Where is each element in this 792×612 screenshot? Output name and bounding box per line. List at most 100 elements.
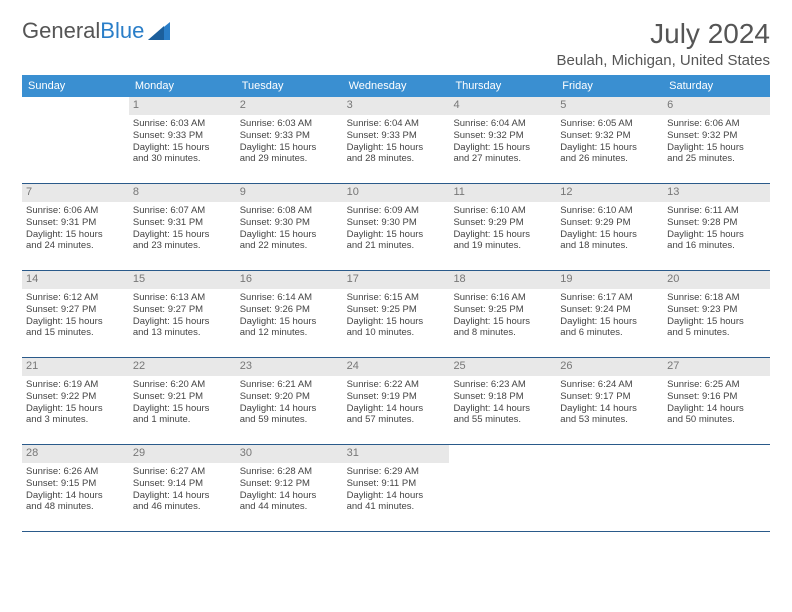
day-number: 1	[129, 97, 236, 115]
day-cell: 22 Sunrise: 6:20 AMSunset: 9:21 PMDayligh…	[129, 358, 236, 444]
day-line: Sunset: 9:26 PM	[240, 304, 339, 316]
day-cell: 31Sunrise: 6:29 AMSunset: 9:11 PMDayligh…	[343, 445, 450, 531]
day-line: Sunset: 9:32 PM	[667, 130, 766, 142]
day-cell: 18Sunrise: 6:16 AMSunset: 9:25 PMDayligh…	[449, 271, 556, 357]
day-line: Daylight: 15 hours	[347, 316, 446, 328]
brand-logo: GeneralBlue	[22, 18, 170, 44]
day-line: Daylight: 15 hours	[347, 229, 446, 241]
day-number: 14	[22, 271, 129, 289]
day-number: 23	[236, 358, 343, 376]
day-cell: 8Sunrise: 6:07 AMSunset: 9:31 PMDaylight…	[129, 184, 236, 270]
day-cell: 21Sunrise: 6:19 AMSunset: 9:22 PMDayligh…	[22, 358, 129, 444]
day-line: Daylight: 15 hours	[667, 229, 766, 241]
day-line: and 22 minutes.	[240, 240, 339, 252]
day-line: Sunrise: 6:21 AM	[240, 379, 339, 391]
day-line: Daylight: 15 hours	[667, 316, 766, 328]
day-line: Daylight: 15 hours	[133, 403, 232, 415]
day-line: and 8 minutes.	[453, 327, 552, 339]
day-line: and 46 minutes.	[133, 501, 232, 513]
day-cell: 29Sunrise: 6:27 AMSunset: 9:14 PMDayligh…	[129, 445, 236, 531]
day-line: Sunrise: 6:25 AM	[667, 379, 766, 391]
day-line: Daylight: 15 hours	[347, 142, 446, 154]
sail-icon	[148, 22, 170, 40]
week-row: 7Sunrise: 6:06 AMSunset: 9:31 PMDaylight…	[22, 184, 770, 271]
day-number: 7	[22, 184, 129, 202]
day-line: Sunrise: 6:03 AM	[240, 118, 339, 130]
month-title: July 2024	[557, 18, 770, 50]
day-cell: 26Sunrise: 6:24 AMSunset: 9:17 PMDayligh…	[556, 358, 663, 444]
title-block: July 2024 Beulah, Michigan, United State…	[557, 18, 770, 69]
day-line: and 6 minutes.	[560, 327, 659, 339]
day-number: 27	[663, 358, 770, 376]
day-number: 21	[22, 358, 129, 376]
day-line: Sunrise: 6:12 AM	[26, 292, 125, 304]
day-line: Sunrise: 6:27 AM	[133, 466, 232, 478]
day-line: and 30 minutes.	[133, 153, 232, 165]
day-line: Sunrise: 6:11 AM	[667, 205, 766, 217]
day-line: and 18 minutes.	[560, 240, 659, 252]
day-cell: 20Sunrise: 6:18 AMSunset: 9:23 PMDayligh…	[663, 271, 770, 357]
week-row: 28Sunrise: 6:26 AMSunset: 9:15 PMDayligh…	[22, 445, 770, 532]
day-line: Daylight: 15 hours	[240, 229, 339, 241]
day-line: Sunset: 9:21 PM	[133, 391, 232, 403]
day-line: Sunset: 9:33 PM	[240, 130, 339, 142]
day-number: 24	[343, 358, 450, 376]
day-line: and 12 minutes.	[240, 327, 339, 339]
day-number: 30	[236, 445, 343, 463]
week-row: 1 Sunrise: 6:03 AMSunset: 9:33 PM Daylight…	[22, 97, 770, 184]
day-line: Sunset: 9:29 PM	[560, 217, 659, 229]
day-cell	[449, 445, 556, 531]
day-cell: 5Sunrise: 6:05 AMSunset: 9:32 PMDaylight…	[556, 97, 663, 183]
day-line: Sunset: 9:15 PM	[26, 478, 125, 490]
day-cell: 4Sunrise: 6:04 AMSunset: 9:32 PMDaylight…	[449, 97, 556, 183]
day-line: and 55 minutes.	[453, 414, 552, 426]
weekday-label: Thursday	[449, 75, 556, 97]
weeks-container: 1 Sunrise: 6:03 AMSunset: 9:33 PM Daylight…	[22, 97, 770, 532]
day-number: 28	[22, 445, 129, 463]
day-line: Sunrise: 6:20 AM	[133, 379, 232, 391]
day-line: and 5 minutes.	[667, 327, 766, 339]
day-line: Sunrise: 6:22 AM	[347, 379, 446, 391]
day-number: 17	[343, 271, 450, 289]
day-line: Sunrise: 6:09 AM	[347, 205, 446, 217]
day-line: and 13 minutes.	[133, 327, 232, 339]
day-cell: 11Sunrise: 6:10 AMSunset: 9:29 PMDayligh…	[449, 184, 556, 270]
day-cell: 28Sunrise: 6:26 AMSunset: 9:15 PMDayligh…	[22, 445, 129, 531]
day-line: and 15 minutes.	[26, 327, 125, 339]
weekday-label: Friday	[556, 75, 663, 97]
week-row: 14Sunrise: 6:12 AMSunset: 9:27 PMDayligh…	[22, 271, 770, 358]
day-line: Sunset: 9:14 PM	[133, 478, 232, 490]
day-cell	[22, 97, 129, 183]
weekday-label: Sunday	[22, 75, 129, 97]
day-number: 20	[663, 271, 770, 289]
day-number: 2	[236, 97, 343, 115]
day-line: Sunset: 9:32 PM	[453, 130, 552, 142]
header: GeneralBlue July 2024 Beulah, Michigan, …	[22, 18, 770, 69]
day-line: Daylight: 15 hours	[26, 316, 125, 328]
day-cell: 10Sunrise: 6:09 AMSunset: 9:30 PMDayligh…	[343, 184, 450, 270]
day-line: Sunrise: 6:07 AM	[133, 205, 232, 217]
day-line: and 50 minutes.	[667, 414, 766, 426]
day-line: Sunrise: 6:06 AM	[26, 205, 125, 217]
brand-name-a: General	[22, 18, 100, 44]
day-line: Daylight: 15 hours	[133, 142, 232, 154]
day-number: 19	[556, 271, 663, 289]
day-line: Daylight: 15 hours	[133, 229, 232, 241]
day-line: and 10 minutes.	[347, 327, 446, 339]
day-number: 15	[129, 271, 236, 289]
day-line: Sunrise: 6:16 AM	[453, 292, 552, 304]
day-line: Daylight: 14 hours	[560, 403, 659, 415]
day-number: 18	[449, 271, 556, 289]
day-line: Sunset: 9:27 PM	[26, 304, 125, 316]
day-line: and 23 minutes.	[133, 240, 232, 252]
day-line: Sunset: 9:30 PM	[347, 217, 446, 229]
day-number: 22	[129, 358, 236, 376]
day-line: Daylight: 14 hours	[667, 403, 766, 415]
brand-name-b: Blue	[100, 18, 144, 44]
day-line: Sunset: 9:22 PM	[26, 391, 125, 403]
day-line: and 48 minutes.	[26, 501, 125, 513]
location: Beulah, Michigan, United States	[557, 52, 770, 69]
calendar: Sunday Monday Tuesday Wednesday Thursday…	[22, 75, 770, 532]
day-cell: 6Sunrise: 6:06 AMSunset: 9:32 PMDaylight…	[663, 97, 770, 183]
day-cell: 17Sunrise: 6:15 AMSunset: 9:25 PMDayligh…	[343, 271, 450, 357]
